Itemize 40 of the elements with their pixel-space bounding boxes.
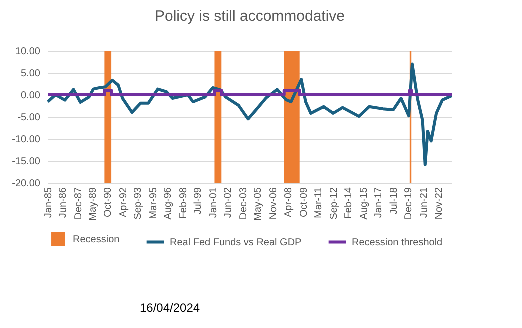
line-series bbox=[46, 62, 454, 166]
x-tick-label: Jul-99 bbox=[193, 187, 204, 215]
x-tick-label: Oct-90 bbox=[102, 187, 114, 218]
x-tick-label: May-89 bbox=[88, 187, 100, 221]
x-tick-label: Apr-92 bbox=[118, 187, 130, 218]
y-tick-label: 10.00 bbox=[15, 46, 41, 58]
y-tick-label: 5.00 bbox=[21, 68, 41, 80]
x-tick-label: Jan-01 bbox=[208, 187, 220, 218]
x-tick-label: Aug-15 bbox=[358, 187, 370, 220]
x-tick-label: Apr-08 bbox=[283, 187, 294, 218]
legend-label: Recession threshold bbox=[352, 237, 443, 248]
x-tick-label: Jun-21 bbox=[419, 187, 430, 218]
x-tick-label: Jun-86 bbox=[58, 187, 70, 218]
legend-label: Recession bbox=[73, 234, 120, 246]
x-tick-label: Dec-87 bbox=[74, 187, 85, 220]
y-tick-label: -5.00 bbox=[18, 112, 41, 124]
chart-title: Policy is still accommodative bbox=[154, 8, 346, 25]
y-tick-label: -15.00 bbox=[12, 156, 41, 168]
y-tick-label: -10.00 bbox=[12, 134, 41, 146]
y-tick-label: -20.00 bbox=[12, 178, 41, 190]
x-tick-label: Jan-85 bbox=[44, 187, 54, 218]
x-tick-label: Nov-06 bbox=[268, 187, 280, 220]
x-tick-label: May-05 bbox=[253, 187, 264, 221]
x-tick-label: Jun-02 bbox=[223, 187, 234, 218]
text: 16/04/2024 bbox=[140, 301, 200, 315]
x-tick-label: Jul-18 bbox=[389, 187, 400, 215]
x-tick-label: Sep-12 bbox=[328, 187, 340, 220]
x-tick-label: Sep-93 bbox=[132, 187, 144, 220]
x-tick-label: Mar-11 bbox=[313, 187, 324, 218]
legend-label: Real Fed Funds vs Real GDP bbox=[170, 237, 302, 248]
x-tick-label: Jan-17 bbox=[374, 187, 385, 218]
x-tick-label: Oct-09 bbox=[298, 187, 310, 218]
y-tick-label: 0.00 bbox=[21, 90, 41, 102]
x-tick-label: Feb-98 bbox=[178, 187, 190, 220]
x-tick-label: Dec-19 bbox=[404, 187, 415, 220]
x-tick-label: Nov-22 bbox=[434, 187, 445, 220]
x-tick-label: Aug-96 bbox=[162, 187, 174, 220]
x-tick-label: Dec-03 bbox=[238, 187, 250, 220]
x-tick-label: Mar-95 bbox=[148, 187, 160, 220]
x-tick-label: Feb-14 bbox=[344, 187, 355, 220]
